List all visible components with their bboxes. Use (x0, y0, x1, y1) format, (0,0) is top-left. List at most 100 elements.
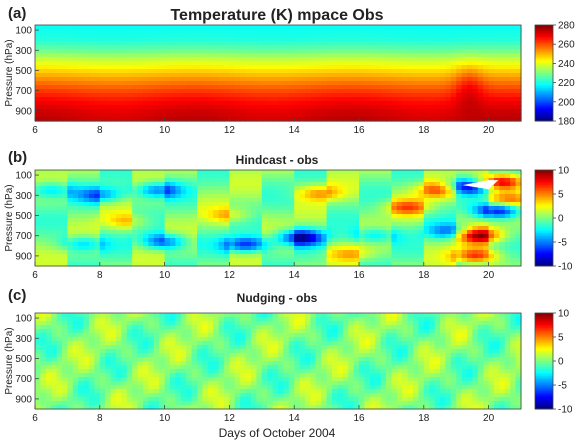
heatmap-cell (456, 93, 463, 98)
heatmap-cell (180, 238, 187, 243)
colorbar-segment (535, 188, 553, 190)
heatmap-cell (148, 170, 155, 175)
heatmap-cell (191, 61, 198, 66)
heatmap-cell (407, 186, 414, 191)
heatmap-cell (164, 73, 171, 78)
heatmap-cell (153, 242, 160, 247)
heatmap-cell (499, 97, 506, 102)
heatmap-cell (494, 57, 500, 62)
heatmap-cell (310, 222, 317, 227)
heatmap-cell (110, 258, 117, 263)
heatmap-cell (467, 89, 473, 94)
heatmap-cell (105, 250, 112, 255)
heatmap-cell (494, 242, 500, 247)
heatmap-cell (305, 234, 311, 239)
heatmap-cell (110, 29, 117, 34)
heatmap-cell (153, 246, 160, 251)
heatmap-cell (191, 33, 198, 38)
heatmap-cell (369, 254, 376, 259)
heatmap-cell (283, 117, 290, 122)
heatmap-cell (105, 81, 112, 86)
heatmap-cell (278, 81, 284, 86)
heatmap-cell (396, 210, 403, 215)
heatmap-cell (359, 85, 365, 90)
heatmap-cell (278, 73, 284, 78)
heatmap-cell (175, 246, 182, 251)
heatmap-cell (434, 29, 441, 34)
heatmap-cell (467, 61, 473, 66)
heatmap-cell (170, 226, 176, 231)
heatmap-cell (121, 262, 128, 267)
heatmap-cell (229, 33, 236, 38)
heatmap-cell (137, 206, 144, 211)
heatmap-cell (72, 45, 79, 50)
heatmap-cell (504, 242, 511, 247)
heatmap-cell (483, 41, 490, 46)
heatmap-cell (35, 250, 41, 255)
heatmap-cell (89, 33, 95, 38)
heatmap-cell (78, 29, 85, 34)
heatmap-cell (504, 206, 511, 211)
heatmap-cell (164, 234, 171, 239)
heatmap-cell (326, 93, 333, 98)
heatmap-cell (364, 194, 371, 199)
heatmap-cell (45, 377, 52, 382)
heatmap-cell (305, 182, 311, 187)
heatmap-cell (159, 210, 166, 215)
heatmap-cell (164, 77, 171, 82)
colorbar-segment (535, 115, 553, 117)
heatmap-cell (483, 33, 490, 38)
heatmap-cell (375, 238, 382, 243)
heatmap-cell (45, 210, 52, 215)
heatmap-cell (467, 117, 473, 122)
heatmap-cell (180, 194, 187, 199)
heatmap-cell (272, 77, 279, 82)
heatmap-cell (391, 254, 398, 259)
heatmap-cell (429, 37, 436, 42)
heatmap-cell (72, 29, 79, 34)
heatmap-cell (99, 405, 106, 410)
heatmap-cell (504, 113, 511, 118)
heatmap-cell (164, 61, 171, 66)
colorbar-segment (535, 26, 553, 29)
heatmap-cell (159, 214, 166, 219)
heatmap-cell (407, 25, 414, 30)
heatmap-cell (89, 325, 95, 330)
heatmap-cell (386, 65, 392, 70)
heatmap-cell (186, 105, 193, 110)
heatmap-cell (364, 57, 371, 62)
heatmap-cell (175, 25, 182, 30)
heatmap-cell (99, 57, 106, 62)
heatmap-cell (504, 202, 511, 207)
heatmap-cell (326, 242, 333, 247)
heatmap-cell (321, 234, 328, 239)
heatmap-cell (256, 214, 263, 219)
heatmap-cell (477, 170, 484, 175)
heatmap-cell (294, 25, 301, 30)
heatmap-cell (515, 222, 522, 227)
heatmap-cell (83, 234, 90, 239)
heatmap-cell (288, 113, 295, 118)
heatmap-cell (510, 226, 517, 231)
colorbar-segment (535, 59, 553, 62)
heatmap-cell (440, 81, 446, 86)
heatmap-cell (110, 89, 117, 94)
heatmap-cell (494, 109, 500, 114)
heatmap-cell (386, 194, 392, 199)
heatmap-cell (332, 202, 338, 207)
heatmap-cell (72, 325, 79, 330)
heatmap-cell (499, 89, 506, 94)
heatmap-cell (272, 198, 279, 203)
heatmap-cell (67, 210, 74, 215)
heatmap-cell (40, 25, 47, 30)
heatmap-cell (342, 61, 349, 66)
heatmap-cell (278, 206, 284, 211)
heatmap-cell (40, 45, 47, 50)
heatmap-cell (499, 109, 506, 114)
heatmap-cell (234, 202, 241, 207)
heatmap-cell (488, 218, 495, 223)
heatmap-cell (78, 321, 85, 326)
heatmap-cell (62, 210, 68, 215)
heatmap-cell (126, 49, 133, 54)
